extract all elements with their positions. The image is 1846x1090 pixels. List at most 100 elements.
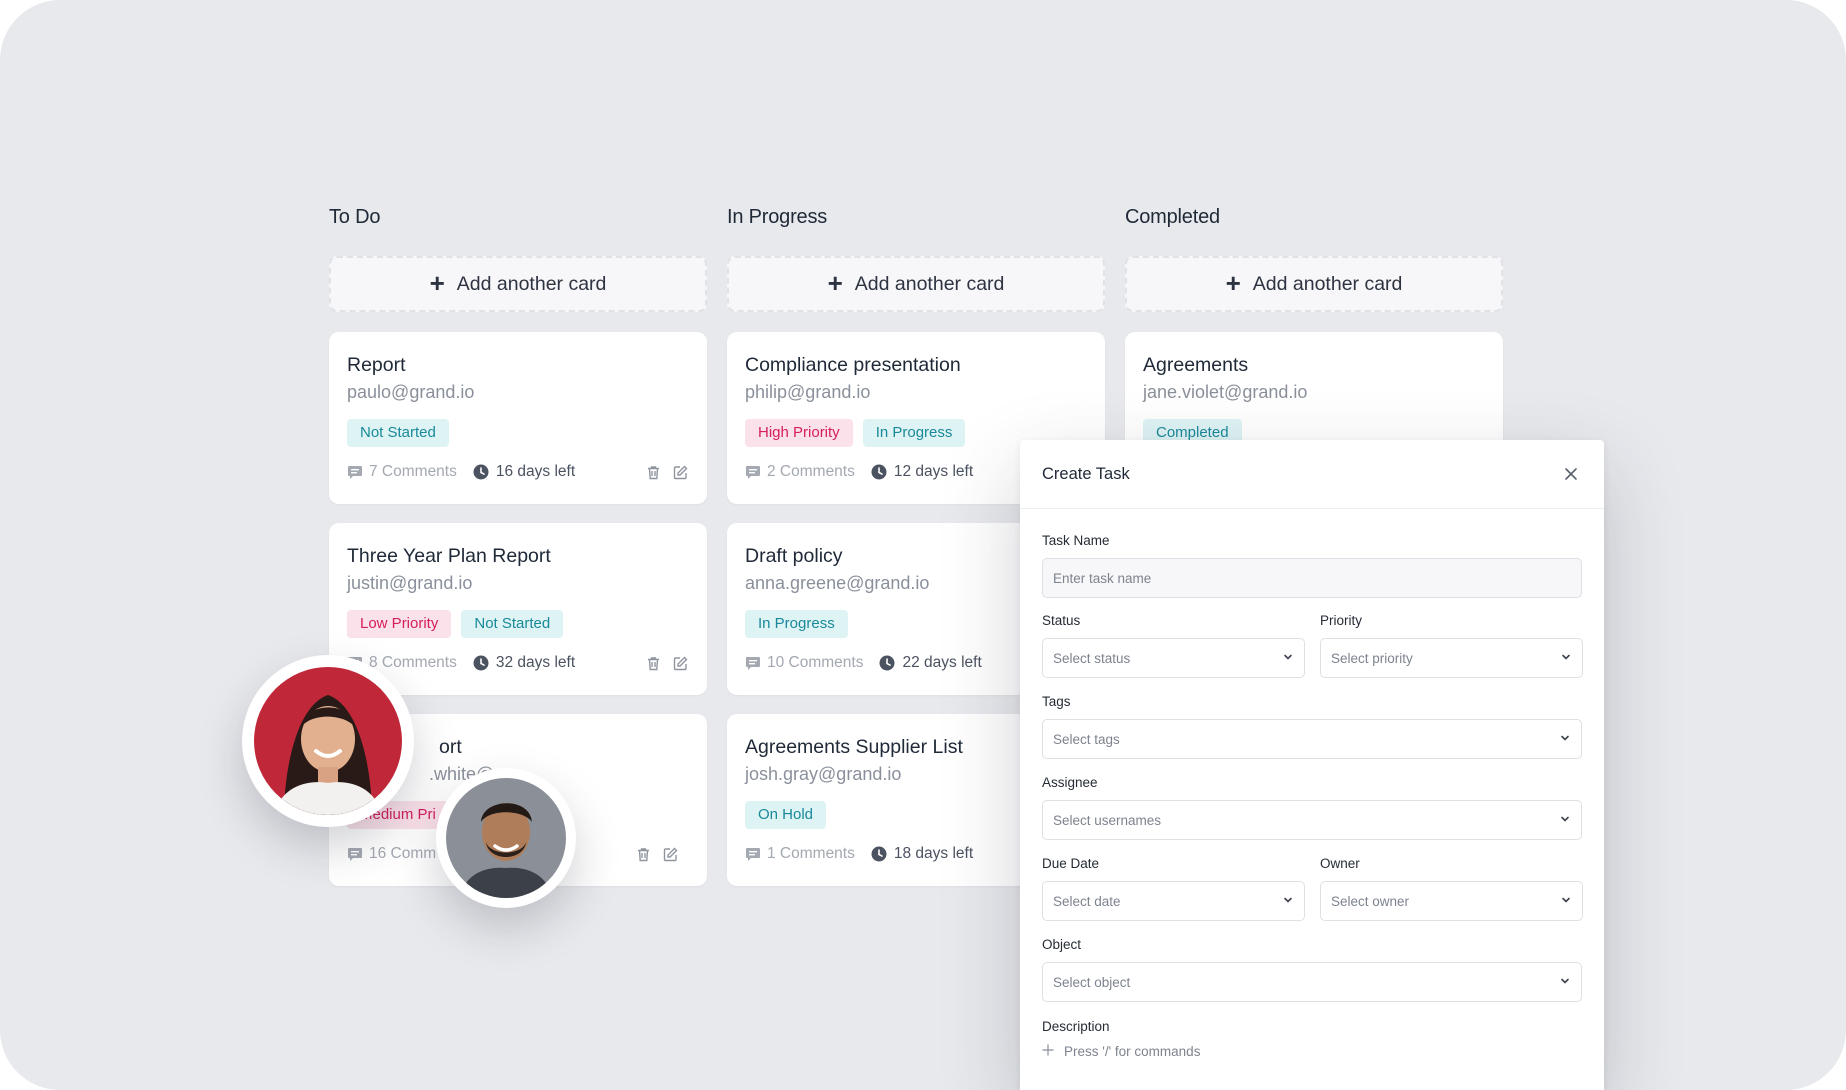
trash-icon[interactable] (635, 846, 652, 863)
trash-icon[interactable] (645, 655, 662, 672)
owner-label: Owner (1320, 856, 1360, 871)
comments-count[interactable]: 1 Comments (745, 845, 855, 863)
card-title: ort (439, 736, 462, 758)
comments-count[interactable]: 10 Comments (745, 654, 863, 672)
task-name-placeholder: Enter task name (1053, 570, 1152, 586)
status-badge: Not Started (347, 419, 449, 447)
assignee-label: Assignee (1042, 775, 1098, 790)
task-card[interactable]: Three Year Plan Report justin@grand.io L… (329, 523, 707, 695)
plus-icon[interactable] (1042, 1044, 1054, 1059)
close-icon[interactable] (1560, 463, 1582, 485)
card-title: Report (347, 354, 406, 376)
priority-placeholder: Select priority (1331, 650, 1413, 666)
comments-count[interactable]: 16 Comm (347, 845, 436, 863)
edit-icon[interactable] (672, 655, 689, 672)
tags-placeholder: Select tags (1053, 731, 1120, 747)
status-label: Status (1042, 613, 1081, 628)
task-name-input[interactable]: Enter task name (1042, 558, 1582, 598)
comments-label: 7 Comments (369, 463, 457, 480)
status-select[interactable]: Select status (1042, 638, 1305, 678)
days-left-label: 22 days left (902, 654, 982, 671)
owner-select[interactable]: Select owner (1320, 881, 1583, 921)
tags-select[interactable]: Select tags (1042, 719, 1582, 759)
due-indicator: 18 days left (871, 845, 973, 863)
comment-icon (347, 464, 363, 480)
chevron-down-icon (1559, 732, 1571, 747)
clock-icon (473, 464, 489, 480)
plus-icon: + (429, 267, 445, 298)
card-email: josh.gray@grand.io (745, 764, 902, 784)
edit-icon[interactable] (662, 846, 679, 863)
owner-placeholder: Select owner (1331, 893, 1410, 909)
clock-icon (871, 846, 887, 862)
edit-icon[interactable] (672, 464, 689, 481)
status-badge: On Hold (745, 801, 827, 829)
add-card-button-todo[interactable]: + Add another card (329, 256, 707, 312)
plus-icon: + (1225, 267, 1241, 298)
priority-badge: High Priority (745, 419, 853, 447)
days-left-label: 12 days left (893, 463, 974, 480)
clock-icon (871, 464, 887, 480)
status-badge: Not Started (461, 610, 564, 638)
trash-icon[interactable] (645, 464, 662, 481)
status-badge: In Progress (862, 419, 966, 447)
card-email: justin@grand.io (347, 573, 473, 593)
priority-select[interactable]: Select priority (1320, 638, 1583, 678)
card-title: Compliance presentation (745, 354, 961, 376)
add-card-label: Add another card (456, 272, 607, 295)
chevron-down-icon (1559, 813, 1571, 828)
column-title-todo: To Do (329, 206, 381, 228)
due-indicator: 12 days left (871, 463, 973, 481)
card-title: Agreements Supplier List (745, 736, 963, 758)
clock-icon (473, 655, 489, 671)
chevron-down-icon (1282, 651, 1294, 666)
due-date-label: Due Date (1042, 856, 1100, 871)
task-card[interactable]: Report paulo@grand.io Not Started 7 Comm… (329, 332, 707, 504)
comments-label: 1 Comments (767, 845, 855, 862)
add-card-button-completed[interactable]: + Add another card (1125, 256, 1503, 312)
description-label: Description (1042, 1019, 1110, 1034)
comments-label: 16 Comm (369, 845, 437, 862)
create-task-modal: Create Task Task Name Enter task name St… (1020, 440, 1604, 1090)
due-date-select[interactable]: Select date (1042, 881, 1305, 921)
avatar (242, 655, 414, 827)
chevron-down-icon (1559, 975, 1571, 990)
object-placeholder: Select object (1053, 974, 1131, 990)
card-title: Draft policy (745, 545, 843, 567)
comments-label: 8 Comments (369, 654, 457, 671)
card-title: Three Year Plan Report (347, 545, 551, 567)
priority-label: Priority (1320, 613, 1363, 628)
card-email: philip@grand.io (745, 382, 871, 402)
assignee-select[interactable]: Select usernames (1042, 800, 1582, 840)
tags-label: Tags (1042, 694, 1071, 709)
description-hint: Press '/' for commands (1064, 1044, 1201, 1059)
add-card-button-in-progress[interactable]: + Add another card (727, 256, 1105, 312)
status-placeholder: Select status (1053, 650, 1131, 666)
due-indicator: 22 days left (879, 654, 982, 672)
due-indicator: 16 days left (473, 463, 575, 481)
priority-badge: Low Priority (347, 610, 452, 638)
card-email: jane.violet@grand.io (1143, 382, 1308, 402)
chevron-down-icon (1282, 894, 1294, 909)
task-name-label: Task Name (1042, 533, 1110, 548)
object-select[interactable]: Select object (1042, 962, 1582, 1002)
due-indicator: 32 days left (473, 654, 575, 672)
description-editor[interactable]: Press '/' for commands (1042, 1044, 1200, 1059)
comments-label: 2 Comments (767, 463, 855, 480)
comments-count[interactable]: 2 Comments (745, 463, 855, 481)
object-label: Object (1042, 937, 1082, 952)
comment-icon (745, 846, 761, 862)
status-badge: In Progress (745, 610, 848, 638)
card-title: Agreements (1143, 354, 1249, 376)
assignee-placeholder: Select usernames (1053, 812, 1162, 828)
card-email: anna.greene@grand.io (745, 573, 930, 593)
man-portrait (446, 778, 566, 898)
plus-icon: + (827, 267, 843, 298)
chevron-down-icon (1560, 651, 1572, 666)
comments-count[interactable]: 7 Comments (347, 463, 457, 481)
modal-title: Create Task (1042, 464, 1130, 483)
clock-icon (879, 655, 895, 671)
add-card-label: Add another card (1252, 272, 1403, 295)
chevron-down-icon (1560, 894, 1572, 909)
